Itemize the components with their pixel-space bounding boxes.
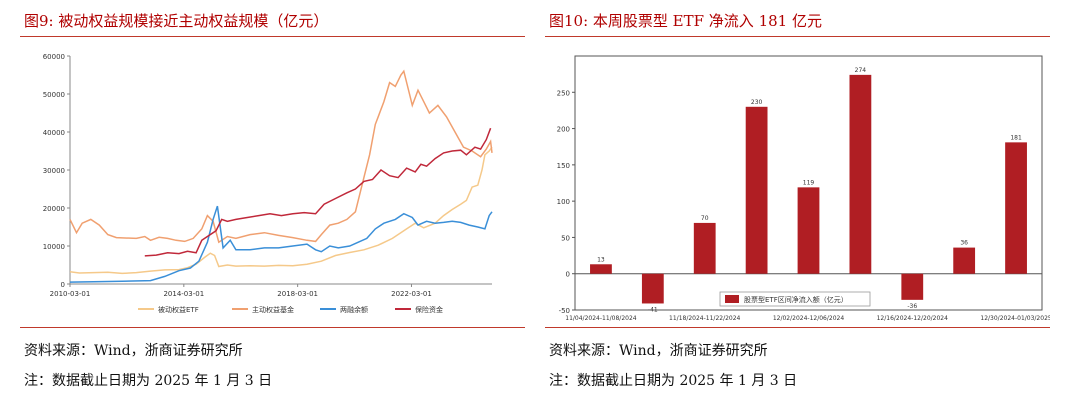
- right-source-text: 资料来源：Wind，浙商证券研究所: [549, 343, 768, 359]
- series-line-2: [69, 69, 493, 244]
- y-tick-label: 200: [557, 126, 570, 134]
- series-line-4: [144, 127, 492, 257]
- x-tick-label: 12/16/2024-12/20/2024: [877, 315, 949, 322]
- title-divider: [545, 36, 1050, 37]
- x-tick-label: 11/04/2024-11/08/2024: [565, 315, 637, 322]
- bar-value-label: 36: [960, 240, 968, 247]
- bar-value-label: 119: [803, 179, 815, 186]
- left-note-text: 注：数据截止日期为 2025 年 1 月 3 日: [24, 373, 273, 389]
- series-line-3: [69, 205, 493, 283]
- bar-value-label: 274: [855, 67, 867, 74]
- x-tick-label: 2014-03-01: [163, 290, 204, 298]
- bar: [953, 247, 976, 274]
- left-figure-panel: 图9: 被动权益规模接近主动权益规模（亿元） 0 10000 20000 30000 4…: [20, 0, 525, 401]
- x-tick-label: 2010-03-01: [50, 290, 91, 298]
- y-tick-label: 40000: [43, 129, 65, 137]
- y-tick-label: 0: [61, 281, 65, 289]
- y-tick-label: -50: [559, 307, 570, 315]
- y-tick-label: 150: [557, 162, 570, 170]
- legend-label: 两融余额: [340, 305, 368, 314]
- bar-value-label: -41: [648, 306, 658, 313]
- y-tick-label: 250: [557, 89, 570, 97]
- x-tick-label: 2018-03-01: [277, 290, 318, 298]
- bar-value-label: -36: [907, 303, 917, 310]
- y-tick-label: 10000: [43, 243, 65, 251]
- y-tick-label: 60000: [43, 53, 65, 61]
- bar: [1005, 142, 1027, 274]
- legend-label: 股票型ETF区间净流入额（亿元）: [744, 295, 848, 304]
- left-figure-title: 图9: 被动权益规模接近主动权益规模（亿元）: [24, 12, 329, 30]
- bar: [797, 187, 820, 274]
- title-divider: [20, 36, 525, 37]
- legend-label: 被动权益ETF: [158, 305, 199, 314]
- y-tick-label: 50: [561, 234, 570, 242]
- bar-value-label: 181: [1010, 134, 1022, 141]
- legend-swatch: [725, 295, 739, 303]
- x-tick-label: 11/18/2024-11/22/2024: [669, 315, 741, 322]
- bar: [901, 273, 924, 300]
- y-tick-label: 0: [566, 271, 570, 279]
- bar: [849, 74, 872, 274]
- right-note-text: 注：数据截止日期为 2025 年 1 月 3 日: [549, 373, 798, 389]
- x-tick-label: 12/02/2024-12/06/2024: [773, 315, 845, 322]
- x-tick-label: 12/30/2024-01/03/2025: [980, 315, 1050, 322]
- y-tick-label: 100: [557, 198, 570, 206]
- left-source-text: 资料来源：Wind，浙商证券研究所: [24, 343, 243, 359]
- legend-label: 保险资金: [415, 305, 443, 314]
- right-figure-panel: 图10: 本周股票型 ETF 净流入 181 亿元 -50 0 50 100 150 20…: [545, 0, 1050, 401]
- bottom-divider: [545, 327, 1050, 328]
- bar-value-label: 13: [597, 256, 605, 263]
- x-tick-label: 2022-03-01: [391, 290, 432, 298]
- plot-frame: [574, 55, 1043, 311]
- bottom-divider: [20, 327, 525, 328]
- bar-value-label: 230: [751, 99, 763, 106]
- bar: [641, 273, 664, 304]
- y-tick-label: 20000: [43, 205, 65, 213]
- bar-value-label: 70: [701, 215, 709, 222]
- y-tick-label: 50000: [43, 91, 65, 99]
- bar: [693, 222, 716, 274]
- y-tick-label: 30000: [43, 167, 65, 175]
- line-chart: 0 10000 20000 30000 40000 50000 60000 2010-03-0…: [43, 53, 493, 314]
- series-line-1: [69, 146, 493, 275]
- right-figure-title: 图10: 本周股票型 ETF 净流入 181 亿元: [549, 12, 822, 30]
- legend-label: 主动权益基金: [252, 305, 294, 314]
- bar: [745, 106, 768, 274]
- legend-box: [719, 291, 871, 307]
- bar: [590, 264, 612, 274]
- bar-chart: -50 0 50 100 150 200 250 13 -41 70 230 119 274 -36 36 1…: [557, 55, 1050, 322]
